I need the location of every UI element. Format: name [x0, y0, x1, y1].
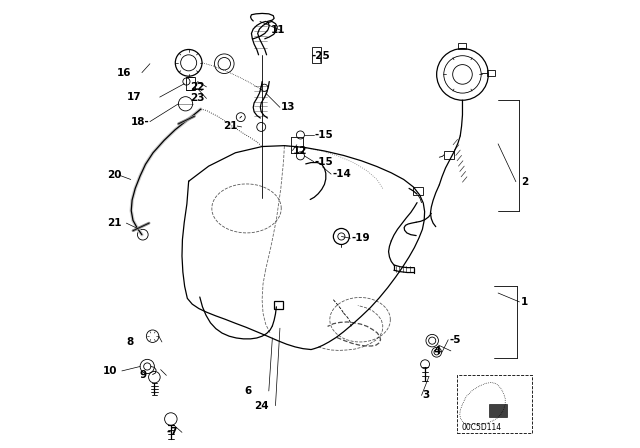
Text: 22: 22	[190, 82, 205, 92]
Text: 00C5D114: 00C5D114	[461, 423, 501, 432]
Text: 11: 11	[271, 26, 285, 35]
Text: -15: -15	[315, 157, 333, 167]
Text: -5: -5	[449, 335, 461, 345]
Text: 8: 8	[126, 337, 134, 347]
Text: 21: 21	[223, 121, 238, 131]
Text: 3: 3	[422, 390, 429, 401]
Text: 12: 12	[293, 146, 308, 155]
Text: 21: 21	[107, 218, 122, 228]
Text: 18-: 18-	[131, 116, 150, 127]
Bar	[312, 47, 321, 63]
Bar	[444, 151, 454, 159]
Text: -15: -15	[315, 130, 333, 140]
Text: -7: -7	[166, 427, 178, 437]
Text: 16: 16	[116, 68, 131, 78]
Text: 13: 13	[281, 102, 296, 112]
Bar	[457, 375, 532, 433]
Bar	[488, 69, 495, 76]
Bar	[458, 43, 466, 49]
Bar	[274, 301, 283, 309]
Text: 23: 23	[190, 94, 205, 103]
Text: -25: -25	[312, 51, 331, 61]
Text: -14: -14	[332, 169, 351, 179]
Text: 6: 6	[244, 386, 252, 396]
Text: 17: 17	[127, 92, 142, 102]
Text: -19: -19	[351, 233, 370, 243]
Text: 20: 20	[107, 170, 122, 180]
Bar	[413, 187, 423, 195]
Text: 24: 24	[255, 401, 269, 411]
Text: 4: 4	[433, 346, 441, 356]
Text: 10: 10	[103, 366, 118, 376]
Bar	[186, 77, 195, 90]
Text: 9: 9	[140, 370, 147, 380]
Text: 2: 2	[521, 177, 529, 187]
Bar	[489, 404, 507, 417]
Text: 1: 1	[521, 297, 529, 307]
